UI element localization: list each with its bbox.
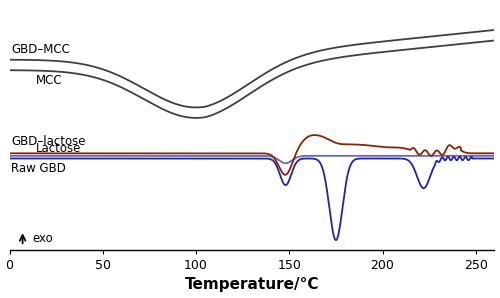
- Text: Raw GBD: Raw GBD: [12, 162, 66, 175]
- X-axis label: Temperature/°C: Temperature/°C: [185, 277, 320, 292]
- Text: exo: exo: [32, 232, 52, 245]
- Text: MCC: MCC: [36, 74, 62, 87]
- Text: Lactose: Lactose: [36, 142, 81, 155]
- Text: GBD–lactose: GBD–lactose: [12, 135, 86, 148]
- Text: GBD–MCC: GBD–MCC: [12, 43, 70, 56]
